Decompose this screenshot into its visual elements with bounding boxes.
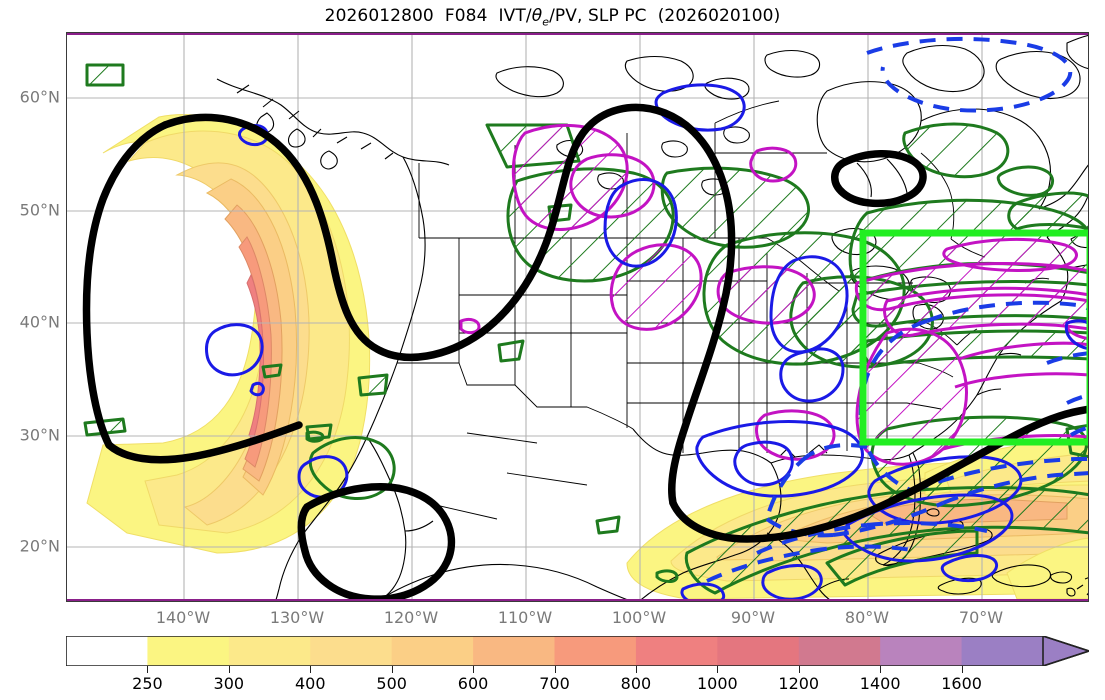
colorbar-segment-9 (798, 636, 881, 666)
colorbar-segment-2 (228, 636, 311, 666)
lat-tick-3: 30°N (19, 425, 60, 445)
lat-tick-2: 40°N (19, 312, 60, 332)
lon-tick-1: 130°W (269, 608, 325, 627)
region-highlight-box[interactable] (859, 229, 1089, 446)
colorbar-tick-label-800: 800 (620, 674, 652, 693)
theta-e-magenta-contours (459, 123, 1088, 466)
colorbar-segment-8 (717, 636, 800, 666)
title-theta-symbol: θe (531, 6, 550, 29)
lat-tick-0: 60°N (19, 87, 60, 107)
colorbar-tick-500 (391, 666, 393, 673)
colorbar-tick-400 (310, 666, 312, 673)
colorbar-segment-5 (473, 636, 556, 666)
colorbar-tick-600 (473, 666, 475, 673)
title-valid-time: (2026020100) (657, 6, 781, 26)
lat-tick-4: 20°N (19, 536, 60, 556)
pv-contours (82, 103, 1088, 601)
page-title: 2026012800 F084 IVT/θe/PV, SLP PC (20260… (0, 6, 1105, 28)
lon-tick-6: 80°W (844, 608, 890, 627)
colorbar-tick-label-400: 400 (294, 674, 326, 693)
title-forecast-hour: F084 (444, 6, 488, 26)
colorbar-tick-label-250: 250 (132, 674, 163, 693)
colorbar (66, 636, 1089, 666)
title-init-time: 2026012800 (324, 6, 434, 26)
colorbar-segment-6 (554, 636, 637, 666)
lon-tick-4: 100°W (611, 608, 667, 627)
colorbar-tick-label-700: 700 (539, 674, 570, 693)
colorbar-tick-label-500: 500 (376, 674, 407, 693)
colorbar-segment-1 (147, 636, 230, 666)
lon-tick-2: 120°W (383, 608, 439, 627)
colorbar-tick-label-1600: 1600 (941, 674, 982, 693)
lon-tick-0: 140°W (155, 608, 211, 627)
colorbar-segment-7 (635, 636, 718, 666)
lat-tick-1: 50°N (19, 200, 60, 220)
colorbar-segment-0 (66, 636, 149, 666)
lon-tick-5: 90°W (730, 608, 776, 627)
colorbar-segment-11 (961, 636, 1044, 666)
graticule (67, 33, 1088, 601)
colorbar-swatches (66, 636, 1089, 666)
frame-accent-top (67, 33, 1088, 35)
colorbar-tick-1000 (717, 666, 719, 673)
colorbar-tick-1600 (961, 666, 963, 673)
slp-solid-contours (205, 83, 1088, 601)
colorbar-tick-700 (554, 666, 556, 673)
frame-accent-bottom (67, 599, 1088, 601)
colorbar-tick-label-600: 600 (457, 674, 489, 693)
colorbar-segment-10 (880, 636, 963, 666)
map-canvas (67, 33, 1089, 601)
title-fields-pre: IVT/ (498, 6, 532, 26)
title-fields-post: /PV, SLP PC (549, 6, 647, 26)
colorbar-tick-1200 (798, 666, 800, 673)
colorbar-tick-800 (635, 666, 637, 673)
colorbar-segment-4 (391, 636, 474, 666)
colorbar-tick-label-1200: 1200 (778, 674, 820, 693)
map-frame (66, 32, 1089, 602)
colorbar-tick-label-1000: 1000 (696, 674, 738, 693)
colorbar-segment-3 (310, 636, 393, 666)
colorbar-tick-label-1400: 1400 (859, 674, 901, 693)
lon-tick-3: 110°W (497, 608, 553, 627)
colorbar-tick-300 (228, 666, 230, 673)
colorbar-tick-250 (147, 666, 149, 673)
lon-tick-7: 70°W (958, 608, 1004, 627)
colorbar-tick-1400 (880, 666, 882, 673)
colorbar-tick-label-300: 300 (213, 674, 245, 693)
map-panel[interactable] (66, 32, 1089, 602)
